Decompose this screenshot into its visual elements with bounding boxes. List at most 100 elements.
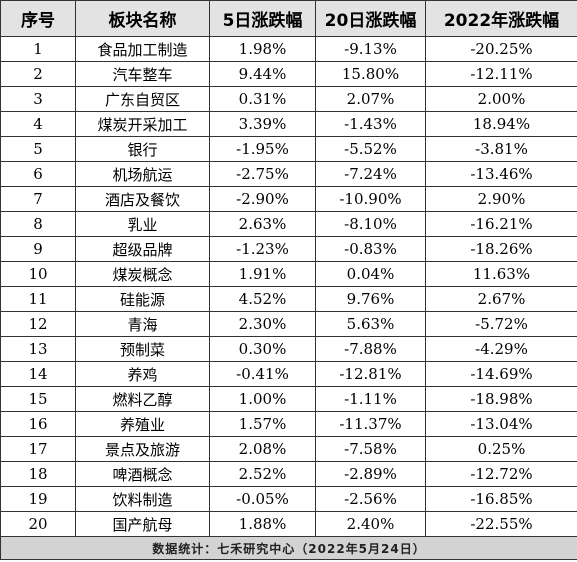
change-20day-cell: -8.10% [315, 211, 426, 237]
row-index-cell: 11 [0, 286, 76, 312]
change-20day-cell: 5.63% [315, 311, 426, 337]
header-index: 序号 [0, 0, 76, 37]
change-2022-cell: 2.00% [425, 86, 577, 112]
sector-name-cell: 食品加工制造 [75, 36, 210, 62]
change-5day-cell: 2.52% [209, 461, 316, 487]
sector-name-cell: 养殖业 [75, 411, 210, 437]
sector-name-cell: 饮料制造 [75, 486, 210, 512]
change-5day-cell: 1.00% [209, 386, 316, 412]
sector-name-cell: 预制菜 [75, 336, 210, 362]
header-20day-change: 20日涨跌幅 [315, 0, 426, 37]
change-2022-cell: -3.81% [425, 136, 577, 162]
table-row: 4 煤炭开采加工 3.39% -1.43% 18.94% [0, 111, 577, 137]
change-2022-cell: -12.11% [425, 61, 577, 87]
change-5day-cell: -1.23% [209, 236, 316, 262]
row-index-cell: 7 [0, 186, 76, 212]
change-20day-cell: -12.81% [315, 361, 426, 387]
table-row: 20 国产航母 1.88% 2.40% -22.55% [0, 511, 577, 537]
row-index-cell: 19 [0, 486, 76, 512]
change-2022-cell: -18.98% [425, 386, 577, 412]
change-2022-cell: -12.72% [425, 461, 577, 487]
table-row: 14 养鸡 -0.41% -12.81% -14.69% [0, 361, 577, 387]
table-row: 13 预制菜 0.30% -7.88% -4.29% [0, 336, 577, 362]
table-row: 6 机场航运 -2.75% -7.24% -13.46% [0, 161, 577, 187]
row-index-cell: 16 [0, 411, 76, 437]
row-index-cell: 3 [0, 86, 76, 112]
change-5day-cell: 1.91% [209, 261, 316, 287]
table-row: 3 广东自贸区 0.31% 2.07% 2.00% [0, 86, 577, 112]
change-20day-cell: -10.90% [315, 186, 426, 212]
row-index-cell: 10 [0, 261, 76, 287]
change-5day-cell: 2.08% [209, 436, 316, 462]
change-2022-cell: -13.04% [425, 411, 577, 437]
sector-name-cell: 乳业 [75, 211, 210, 237]
change-5day-cell: 1.88% [209, 511, 316, 537]
change-5day-cell: -2.90% [209, 186, 316, 212]
change-20day-cell: -1.11% [315, 386, 426, 412]
row-index-cell: 4 [0, 111, 76, 137]
table-row: 2 汽车整车 9.44% 15.80% -12.11% [0, 61, 577, 87]
change-2022-cell: -22.55% [425, 511, 577, 537]
sector-name-cell: 硅能源 [75, 286, 210, 312]
row-index-cell: 17 [0, 436, 76, 462]
change-20day-cell: -7.58% [315, 436, 426, 462]
sector-name-cell: 广东自贸区 [75, 86, 210, 112]
change-2022-cell: -13.46% [425, 161, 577, 187]
data-source-note: 数据统计：七禾研究中心（2022年5月24日） [0, 536, 577, 560]
change-2022-cell: 2.90% [425, 186, 577, 212]
table-row: 12 青海 2.30% 5.63% -5.72% [0, 311, 577, 337]
change-5day-cell: -1.95% [209, 136, 316, 162]
change-20day-cell: -2.56% [315, 486, 426, 512]
sector-name-cell: 机场航运 [75, 161, 210, 187]
table-row: 5 银行 -1.95% -5.52% -3.81% [0, 136, 577, 162]
sector-name-cell: 酒店及餐饮 [75, 186, 210, 212]
change-20day-cell: -9.13% [315, 36, 426, 62]
change-5day-cell: 9.44% [209, 61, 316, 87]
row-index-cell: 1 [0, 36, 76, 62]
change-2022-cell: -14.69% [425, 361, 577, 387]
change-2022-cell: -5.72% [425, 311, 577, 337]
row-index-cell: 6 [0, 161, 76, 187]
header-2022-change: 2022年涨跌幅 [425, 0, 577, 37]
sector-name-cell: 养鸡 [75, 361, 210, 387]
sector-name-cell: 国产航母 [75, 511, 210, 537]
header-row: 序号 板块名称 5日涨跌幅 20日涨跌幅 2022年涨跌幅 [0, 0, 577, 37]
row-index-cell: 12 [0, 311, 76, 337]
change-5day-cell: 3.39% [209, 111, 316, 137]
table-row: 10 煤炭概念 1.91% 0.04% 11.63% [0, 261, 577, 287]
change-2022-cell: -4.29% [425, 336, 577, 362]
change-5day-cell: 1.98% [209, 36, 316, 62]
change-5day-cell: 2.30% [209, 311, 316, 337]
table-row: 17 景点及旅游 2.08% -7.58% 0.25% [0, 436, 577, 462]
change-20day-cell: 0.04% [315, 261, 426, 287]
row-index-cell: 14 [0, 361, 76, 387]
change-20day-cell: -2.89% [315, 461, 426, 487]
table-row: 18 啤酒概念 2.52% -2.89% -12.72% [0, 461, 577, 487]
table-row: 11 硅能源 4.52% 9.76% 2.67% [0, 286, 577, 312]
sector-name-cell: 啤酒概念 [75, 461, 210, 487]
change-20day-cell: 15.80% [315, 61, 426, 87]
header-5day-change: 5日涨跌幅 [209, 0, 316, 37]
sector-name-cell: 景点及旅游 [75, 436, 210, 462]
row-index-cell: 9 [0, 236, 76, 262]
change-5day-cell: -2.75% [209, 161, 316, 187]
change-5day-cell: 1.57% [209, 411, 316, 437]
change-20day-cell: 2.40% [315, 511, 426, 537]
change-5day-cell: 4.52% [209, 286, 316, 312]
footer-row: 数据统计：七禾研究中心（2022年5月24日） [0, 536, 577, 560]
change-2022-cell: -20.25% [425, 36, 577, 62]
change-20day-cell: 2.07% [315, 86, 426, 112]
change-2022-cell: -18.26% [425, 236, 577, 262]
change-20day-cell: -11.37% [315, 411, 426, 437]
change-20day-cell: 9.76% [315, 286, 426, 312]
table-row: 19 饮料制造 -0.05% -2.56% -16.85% [0, 486, 577, 512]
sector-name-cell: 燃料乙醇 [75, 386, 210, 412]
row-index-cell: 18 [0, 461, 76, 487]
table-row: 8 乳业 2.63% -8.10% -16.21% [0, 211, 577, 237]
sector-name-cell: 超级品牌 [75, 236, 210, 262]
table-body: 1 食品加工制造 1.98% -9.13% -20.25% 2 汽车整车 9.44% 15.80… [0, 36, 577, 537]
change-5day-cell: -0.05% [209, 486, 316, 512]
table-row: 9 超级品牌 -1.23% -0.83% -18.26% [0, 236, 577, 262]
table-row: 7 酒店及餐饮 -2.90% -10.90% 2.90% [0, 186, 577, 212]
